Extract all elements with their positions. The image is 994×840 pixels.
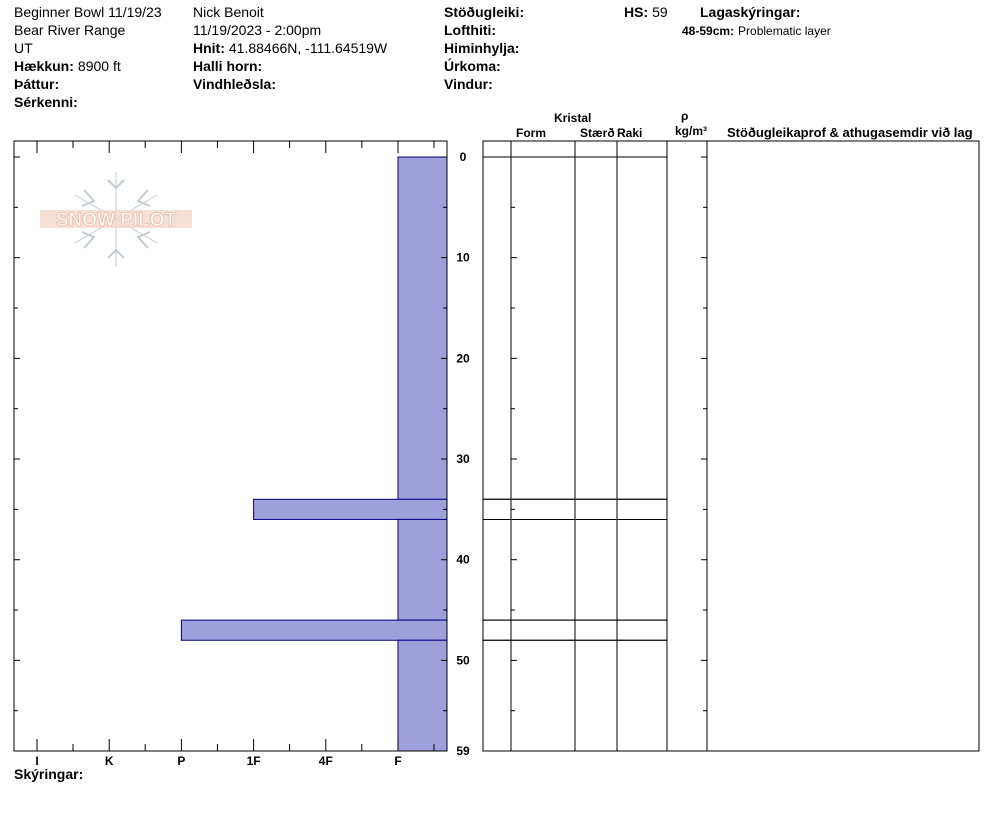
y-tick-label: 10	[456, 251, 470, 265]
header-field: Himinhylja:	[444, 40, 519, 56]
x-tick-label: 4F	[319, 754, 333, 768]
header-field-text: 11/19/2023 - 2:00pm	[193, 22, 321, 38]
hardness-bar	[397, 156, 448, 500]
header-field-text: Bear River Range	[14, 22, 125, 38]
crystal-header: Kristal	[554, 111, 591, 125]
header-field-text: Nick Benoit	[193, 4, 264, 20]
snow-height: HS: 59	[624, 4, 668, 20]
layer-notes-title: Lagaskýringar:	[700, 4, 800, 20]
header-field-text: UT	[14, 40, 33, 56]
header-field: Halli horn:	[193, 58, 262, 74]
layer-note: 48-59cm: Problematic layer	[682, 24, 831, 38]
header-field: UT	[14, 40, 33, 56]
x-tick-label: P	[177, 754, 185, 768]
header-field: Lofthiti:	[444, 22, 496, 38]
header-field: Vindhleðsla:	[193, 76, 276, 92]
header-field-label: Vindur:	[444, 76, 493, 92]
header-field: Stöðugleiki:	[444, 4, 524, 20]
snow-height-value: 59	[652, 4, 668, 20]
header-field: Úrkoma:	[444, 57, 501, 74]
layer-note-label: 48-59cm:	[682, 24, 734, 38]
y-tick-label: 20	[456, 351, 470, 365]
logo: SNOW PILOT	[40, 172, 192, 266]
header-field: Nick Benoit	[193, 4, 264, 20]
header-field: Hækkun: 8900 ft	[14, 58, 121, 74]
snow-height-label: HS:	[624, 4, 648, 20]
header-field: Vindur:	[444, 76, 493, 92]
x-tick-label: 1F	[247, 754, 261, 768]
layer-note-value: Problematic layer	[738, 24, 831, 38]
header-field-label: Stöðugleiki:	[444, 4, 524, 20]
hardness-bar	[253, 498, 448, 520]
header-field: Bear River Range	[14, 22, 125, 38]
header-field-label: Hækkun:	[14, 58, 74, 74]
header-field-label: Úrkoma:	[444, 57, 501, 74]
table-frame	[482, 140, 980, 752]
y-tick-label: 50	[456, 653, 470, 667]
header-field: Beginner Bowl 11/19/23	[14, 4, 162, 20]
header-field: Hnit: 41.88466N, -111.64519W	[193, 40, 388, 56]
header-field-label: Sérkenni:	[14, 94, 78, 110]
moisture-header: Raki	[617, 126, 642, 140]
header-field-label: Hnit:	[193, 40, 225, 56]
x-tick-label: I	[35, 754, 38, 768]
y-tick-label: 59	[456, 744, 470, 758]
header-field-label: Lofthiti:	[444, 22, 496, 38]
header-field-label: Þáttur:	[14, 76, 59, 92]
form-header: Form	[516, 126, 546, 140]
tests-header: Stöðugleikaprof & athugasemdir við lag	[727, 125, 973, 140]
footer-notes: Skýringar:	[14, 766, 83, 782]
header-field-value: 8900 ft	[78, 58, 121, 74]
header-field: Sérkenni:	[14, 94, 78, 110]
header-field-value: 41.88466N, -111.64519W	[229, 40, 388, 56]
hardness-bar	[180, 619, 448, 641]
header-field-label: Himinhylja:	[444, 40, 519, 56]
rho-header: ρ	[681, 109, 688, 123]
header-field: Þáttur:	[14, 76, 59, 92]
header-field-label: Halli horn:	[193, 58, 262, 74]
y-tick-label: 0	[460, 150, 467, 164]
header-field-label: Vindhleðsla:	[193, 76, 276, 92]
header-field: 11/19/2023 - 2:00pm	[193, 22, 321, 38]
size-header: Stærð	[580, 126, 615, 140]
header-field-text: Beginner Bowl 11/19/23	[14, 4, 162, 20]
logo-text: SNOW PILOT	[56, 210, 177, 231]
hardness-bar	[397, 639, 448, 752]
hardness-bar	[397, 518, 448, 621]
y-tick-label: 30	[456, 452, 470, 466]
y-tick-label: 40	[456, 553, 470, 567]
x-tick-label: K	[105, 754, 114, 768]
density-unit-header: kg/m³	[675, 124, 707, 138]
chart-frame	[13, 140, 448, 752]
x-tick-label: F	[394, 754, 401, 768]
